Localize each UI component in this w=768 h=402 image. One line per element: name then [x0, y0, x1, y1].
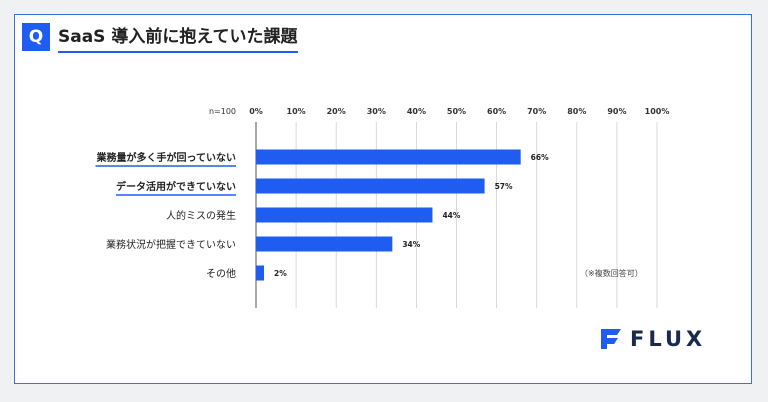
x-tick-label: 0%: [249, 107, 263, 116]
x-tick-label: 60%: [487, 107, 506, 116]
question-title: SaaS 導入前に抱えていた課題: [58, 22, 298, 53]
x-tick-label: 90%: [607, 107, 626, 116]
category-label: 業務量が多く手が回っていない: [96, 151, 237, 164]
x-tick-label: 40%: [407, 107, 426, 116]
x-tick-label: 100%: [645, 107, 670, 116]
x-tick-label: 10%: [287, 107, 306, 116]
bar: [256, 149, 521, 165]
bar-value-label: 44%: [442, 211, 460, 220]
chart-card: [14, 14, 752, 384]
x-tick-label: 30%: [367, 107, 386, 116]
bar: [256, 236, 393, 252]
x-tick-label: 70%: [527, 107, 546, 116]
x-tick-label: 50%: [447, 107, 466, 116]
x-tick-label: 80%: [567, 107, 586, 116]
category-label: データ活用ができていない: [116, 180, 236, 193]
sample-size-label: n=100: [209, 107, 236, 116]
flux-logo: FLUX: [598, 326, 706, 352]
bar-value-label: 57%: [495, 182, 513, 191]
question-badge: Q: [22, 23, 50, 51]
bar: [256, 178, 485, 194]
bar: [256, 207, 433, 223]
category-label: その他: [206, 267, 236, 280]
category-label: 人的ミスの発生: [166, 209, 236, 222]
multiple-answer-note: （※複数回答可）: [580, 269, 643, 278]
category-label: 業務状況が把握できていない: [106, 238, 236, 251]
bar: [256, 265, 265, 281]
flux-logo-icon: [601, 329, 621, 349]
flux-logo-text: FLUX: [630, 327, 707, 351]
bar-value-label: 2%: [274, 269, 287, 278]
x-tick-label: 20%: [327, 107, 346, 116]
bar-value-label: 66%: [531, 153, 549, 162]
bar-value-label: 34%: [402, 240, 420, 249]
